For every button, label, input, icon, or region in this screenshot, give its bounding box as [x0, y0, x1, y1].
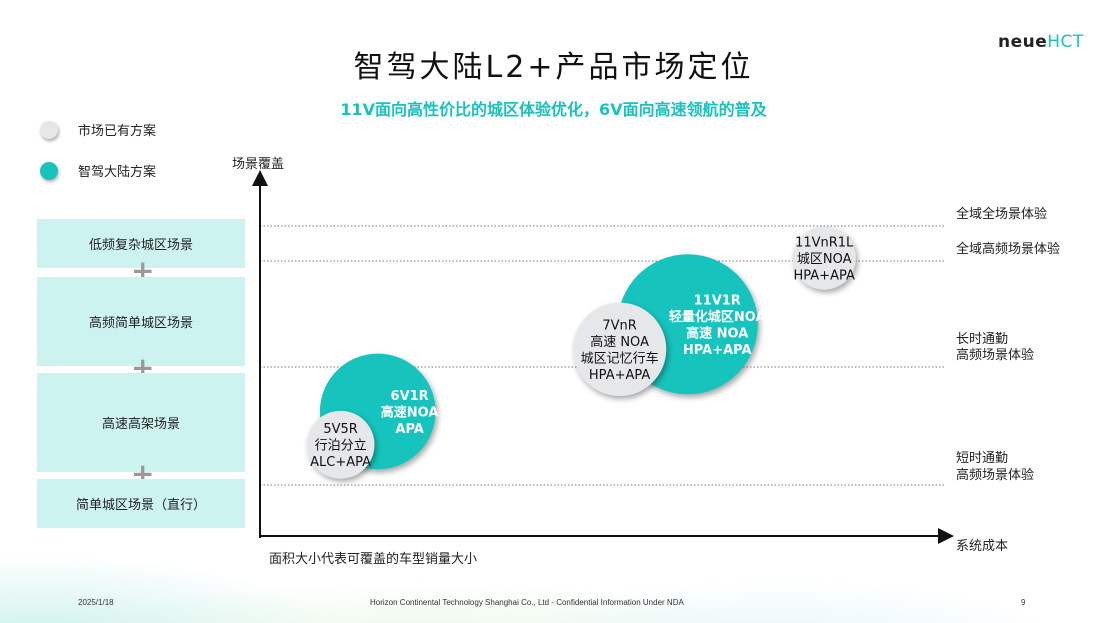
logo-accent-text: HCT — [1047, 32, 1084, 52]
page-title: 智驾大陆L2+产品市场定位 — [353, 50, 754, 85]
scenario-box-highway-elevated: 高速高架场景 — [37, 373, 245, 472]
bubble-label: 6V1R — [391, 389, 429, 404]
bubble-label: HPA+APA — [794, 268, 855, 283]
bubble-label: 高速 NOA — [590, 334, 649, 350]
bubble-label: 11VnR1L — [795, 235, 854, 250]
legend-existing-dot-icon — [40, 120, 58, 139]
bubble-circle — [792, 226, 856, 290]
bubble-label: HPA+APA — [683, 343, 752, 358]
bubble-circle — [572, 302, 667, 396]
bubble-label: 城区记忆行车 — [581, 351, 659, 367]
legend-existing-label: 市场已有方案 — [78, 124, 157, 139]
bubble-label: APA — [395, 422, 423, 437]
bubble-label: HPA+APA — [589, 368, 650, 383]
legend-ours-label: 智驾大陆方案 — [78, 165, 157, 180]
bubble-label: 5V5R — [323, 422, 357, 437]
footer-page-number: 9 — [1021, 598, 1026, 607]
size-note: 面积大小代表可覆盖的车型销量大小 — [269, 551, 477, 567]
legend-ours-dot-icon — [40, 161, 58, 180]
footer-date: 2025/1/18 — [78, 598, 114, 607]
scenario-box-simple-urban-straight: 简单城区场景（直行） — [37, 479, 245, 528]
bubble-label: 城区NOA — [797, 252, 852, 267]
company-logo: neueHCT — [998, 32, 1084, 52]
bubble-circle — [306, 410, 375, 479]
legend-ours: 智驾大陆方案 — [40, 161, 156, 180]
scenario-box-low-freq-complex-urban: 低频复杂城区场景 — [37, 219, 245, 268]
y-axis-label: 场景覆盖 — [232, 157, 284, 172]
x-axis-label: 系统成本 — [956, 539, 1008, 554]
y-level-label: 全域高频场景体验 — [956, 241, 1060, 257]
y-level-label: 短时通勤高频场景体验 — [956, 451, 1034, 483]
logo-main-text: neue — [998, 32, 1048, 52]
legend-existing: 市场已有方案 — [40, 120, 156, 139]
bubble-label: 高速 NOA — [686, 326, 748, 342]
y-level-label: 全域全场景体验 — [956, 206, 1047, 222]
bubble-label: 行泊分立 — [315, 439, 367, 454]
bubble-label: 11V1R — [694, 294, 741, 309]
bubble-label: 7VnR — [602, 319, 636, 334]
y-level-label: 长时通勤高频场景体验 — [956, 332, 1034, 363]
scenario-box-high-freq-simple-urban: 高频简单城区场景 — [37, 277, 245, 366]
bubble-label: 轻量化城区NOA — [669, 309, 766, 325]
bubble-label: 高速NOA — [381, 405, 439, 421]
footer-company: Horizon Continental Technology Shanghai … — [370, 598, 684, 607]
bubble-label: ALC+APA — [310, 455, 371, 470]
page-subtitle: 11V面向高性价比的城区体验优化，6V面向高速领航的普及 — [340, 100, 767, 119]
